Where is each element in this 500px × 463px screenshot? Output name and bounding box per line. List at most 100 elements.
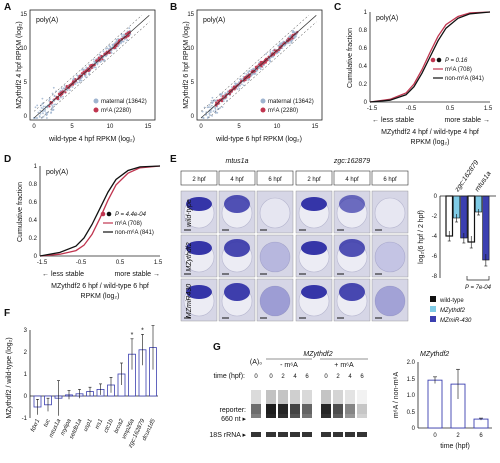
- x-tick-a-15: 15: [145, 124, 152, 130]
- scatter-point-maternal: [39, 112, 42, 115]
- scatter-point-m6a: [97, 56, 100, 59]
- embryo-staining: [260, 286, 290, 316]
- pvalue-e: P = 7e-04: [465, 285, 492, 291]
- gel-smear: [333, 390, 343, 414]
- row-label-mzmir430: MZmiR430: [186, 284, 193, 318]
- scatter-point-maternal: [60, 96, 62, 99]
- y-tick-c-06: 0.6: [359, 46, 368, 52]
- x-tick-c-15: 1.5: [484, 106, 493, 112]
- scatter-point-maternal: [236, 88, 239, 90]
- scatter-point-m6a: [244, 79, 247, 82]
- scatter-point-maternal: [209, 114, 212, 117]
- scatter-point-maternal: [211, 104, 213, 107]
- gel-smear: [321, 390, 331, 414]
- lower-fold-line: [41, 21, 150, 119]
- legend-wild-type: wild-type: [439, 298, 464, 304]
- scatter-point-maternal: [207, 116, 210, 118]
- scatter-point-m6a: [100, 54, 103, 58]
- panel-letter-g: G: [213, 342, 221, 353]
- y-ticks-c: 0 0.2 0.4 0.6 0.8 1: [359, 10, 368, 106]
- scatter-point-maternal: [81, 68, 83, 71]
- scatter-point-m6a: [79, 76, 82, 79]
- scatter-point-maternal: [51, 92, 54, 95]
- x-axis-label-c-line1: MZythdf2 4 hpf / wild-type 4 hpf: [381, 129, 479, 136]
- significance-star-f: *: [141, 327, 144, 334]
- x-tick-g: 6: [479, 433, 483, 439]
- embryo-staining: [301, 285, 327, 299]
- scatter-point-maternal: [80, 79, 83, 82]
- y-tick-e-m8: -8: [432, 274, 438, 280]
- bar-e-0: [467, 195, 476, 243]
- scatter-point-maternal: [40, 107, 43, 109]
- cdf-line-m6a: [369, 11, 491, 103]
- polya-label-c: poly(A): [376, 15, 398, 22]
- gene-header-zgc162879: zgc:162879: [333, 158, 370, 165]
- y-ticks-a: 0 5 10 15: [20, 12, 27, 120]
- y-tick-d-1: 1: [34, 164, 38, 170]
- y-tick-f-2: 2: [24, 350, 28, 356]
- scatter-point-maternal: [115, 39, 118, 41]
- scatter-point-maternal: [78, 79, 81, 82]
- gel-smear: [266, 390, 276, 414]
- y-tick-a-0: 0: [24, 114, 28, 120]
- scatter-point-m6a: [57, 92, 61, 95]
- scatter-point-maternal: [35, 117, 38, 119]
- legend-swatch-mzmir430: [430, 316, 436, 322]
- row-label-mzythdf2: MZythdf2: [186, 242, 193, 271]
- embryo-staining: [186, 285, 212, 299]
- lane-time-label: 4: [293, 374, 297, 380]
- reporter-label-g: reporter:: [220, 407, 247, 414]
- y-tick-c-02: 0.2: [359, 82, 368, 88]
- scatter-point-maternal: [294, 35, 297, 37]
- embryo-staining: [375, 242, 405, 272]
- gel-title-g: MZythdf2: [303, 351, 332, 358]
- legend-swatch-mzythdf2: [430, 306, 436, 312]
- y-tick-e-m6: -6: [432, 254, 438, 260]
- y-tick-g-20: 2.0: [407, 360, 416, 366]
- scatter-point-maternal: [252, 67, 255, 70]
- scatter-point-maternal: [247, 71, 250, 74]
- scatter-point-m6a: [216, 99, 219, 102]
- scatter-point-maternal: [41, 97, 44, 100]
- scatter-point-maternal: [112, 44, 114, 47]
- x-tick-g: 0: [433, 433, 437, 439]
- legend-dot-maternal-b: [260, 98, 266, 104]
- lane-time-label: 2: [281, 374, 285, 380]
- scatter-point-maternal: [214, 109, 217, 111]
- embryo-yolk: [259, 241, 291, 273]
- scatter-point-maternal: [224, 92, 227, 94]
- scatter-point-maternal: [82, 68, 85, 71]
- scatter-point-maternal: [55, 90, 57, 93]
- y-tick-b-15: 15: [187, 12, 194, 18]
- scatter-point-maternal: [117, 37, 119, 40]
- y-axis-label-b: MZythdf2 6 hpf RPKM (log₂): [183, 21, 190, 109]
- cdf-curves-d: [39, 165, 161, 257]
- y-tick-f-0: 0: [24, 394, 28, 400]
- y-tick-e-m4: -4: [432, 234, 438, 240]
- legend-dot-m6a-b: [260, 107, 266, 113]
- scatter-point-maternal: [45, 112, 48, 114]
- scatter-point-maternal: [42, 112, 44, 115]
- significance-bracket-e: [466, 276, 490, 281]
- y-tick-g-0: 0: [412, 426, 416, 432]
- scatter-point-maternal: [209, 106, 211, 108]
- scatter-point-maternal: [76, 81, 79, 84]
- legend-dot-black-c: [436, 57, 442, 63]
- rrna-band: [278, 432, 288, 437]
- gene-label-f: fdxr1: [30, 418, 41, 433]
- scatter-point-maternal: [81, 76, 84, 79]
- rrna-band: [251, 432, 261, 437]
- scatter-point-maternal: [201, 110, 204, 113]
- y-tick-c-04: 0.4: [359, 64, 368, 70]
- x-tick-d-15: 1.5: [154, 260, 163, 266]
- scatter-point-maternal: [92, 58, 95, 61]
- scatter-point-m6a: [256, 65, 259, 68]
- plot-frame-b: [196, 9, 323, 121]
- lane-a0-label: (A)₀: [250, 359, 262, 366]
- scatter-point-maternal: [85, 66, 88, 69]
- scatter-point-maternal: [202, 117, 205, 119]
- lane-time-label: 0: [269, 374, 273, 380]
- bar-e-2: [460, 195, 468, 239]
- x-axis-label-a: wild-type 4 hpf RPKM (log₂): [48, 136, 135, 143]
